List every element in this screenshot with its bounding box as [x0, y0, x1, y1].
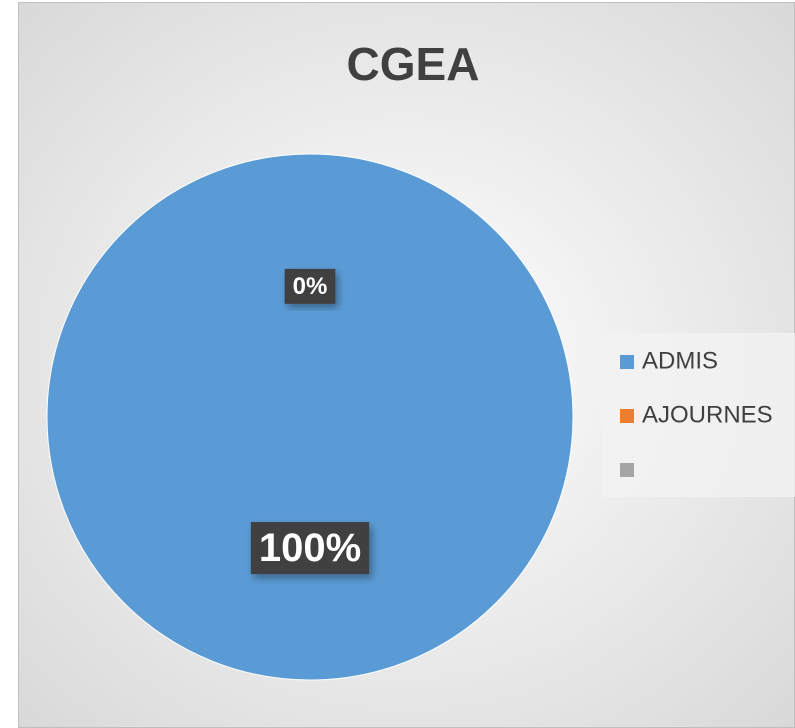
- data-label: 0%: [293, 273, 328, 300]
- data-label: 100%: [259, 526, 361, 570]
- data-label-box: [250, 522, 370, 575]
- chart-title: CGEA: [347, 38, 480, 90]
- legend-label: ADMIS: [642, 347, 718, 374]
- legend-swatch: [620, 463, 634, 477]
- legend-swatch: [620, 409, 634, 423]
- legend-label: AJOURNES: [642, 401, 773, 428]
- legend-swatch: [620, 355, 634, 369]
- data-label-box: [284, 268, 336, 304]
- pie-slice: [46, 153, 574, 681]
- legend-box: [602, 333, 795, 497]
